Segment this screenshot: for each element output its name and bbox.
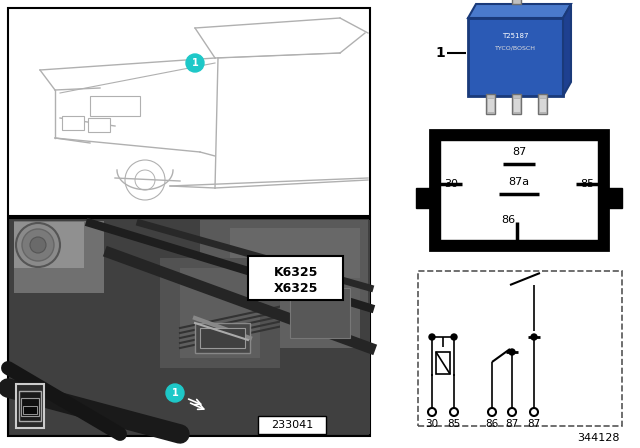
Text: X6325: X6325	[274, 281, 318, 294]
Polygon shape	[563, 4, 571, 96]
Text: 30: 30	[444, 179, 458, 189]
Bar	[248, 256, 343, 300]
Bar	[180, 268, 260, 358]
Circle shape	[166, 384, 184, 402]
Bar	[440, 140, 598, 240]
Bar	[88, 118, 110, 132]
Bar	[468, 18, 563, 96]
Text: 87: 87	[506, 419, 518, 429]
Bar	[8, 218, 370, 436]
Text: 344128: 344128	[577, 433, 620, 443]
Bar	[487, 98, 494, 112]
Text: 87: 87	[512, 147, 526, 157]
Circle shape	[22, 229, 54, 261]
Bar	[10, 220, 370, 434]
Bar	[62, 116, 84, 130]
Text: 30: 30	[426, 419, 438, 429]
Bar	[608, 188, 622, 208]
Bar	[200, 220, 368, 308]
Circle shape	[509, 349, 515, 355]
Polygon shape	[468, 4, 571, 18]
Text: 1: 1	[191, 58, 198, 68]
Text: 233041: 233041	[271, 420, 313, 430]
Bar	[436, 352, 450, 374]
Text: 86: 86	[501, 215, 515, 225]
Bar	[90, 96, 140, 116]
Circle shape	[186, 54, 204, 72]
Bar	[416, 188, 430, 208]
Bar	[14, 222, 84, 268]
Bar	[230, 228, 360, 293]
Text: TYCO/BOSCH: TYCO/BOSCH	[495, 46, 536, 51]
Text: 1: 1	[172, 388, 179, 398]
Text: 85: 85	[580, 179, 594, 189]
Text: 87a: 87a	[508, 177, 529, 187]
Text: K6325: K6325	[274, 266, 318, 279]
Bar	[486, 94, 495, 114]
Bar	[8, 8, 370, 216]
Text: 85: 85	[447, 419, 461, 429]
Bar	[195, 323, 250, 353]
Bar	[539, 98, 546, 112]
Bar	[512, 94, 521, 114]
Circle shape	[30, 237, 46, 253]
Circle shape	[429, 334, 435, 340]
Bar	[513, 98, 520, 112]
Bar	[21, 398, 39, 416]
Circle shape	[531, 334, 537, 340]
Circle shape	[16, 223, 60, 267]
Bar	[16, 384, 44, 428]
Bar	[258, 416, 326, 434]
Bar	[418, 271, 622, 426]
Bar	[430, 130, 608, 250]
Text: 87: 87	[527, 419, 541, 429]
Bar	[23, 406, 37, 414]
Text: 1: 1	[435, 46, 445, 60]
Bar	[160, 258, 280, 368]
Bar	[512, 0, 521, 4]
Bar	[538, 94, 547, 114]
Bar	[14, 221, 104, 293]
Circle shape	[451, 334, 457, 340]
Bar	[200, 328, 245, 348]
Text: 86: 86	[485, 419, 499, 429]
Bar	[19, 391, 41, 421]
Bar	[280, 278, 360, 348]
Text: T25187: T25187	[502, 33, 528, 39]
Bar	[290, 288, 350, 338]
